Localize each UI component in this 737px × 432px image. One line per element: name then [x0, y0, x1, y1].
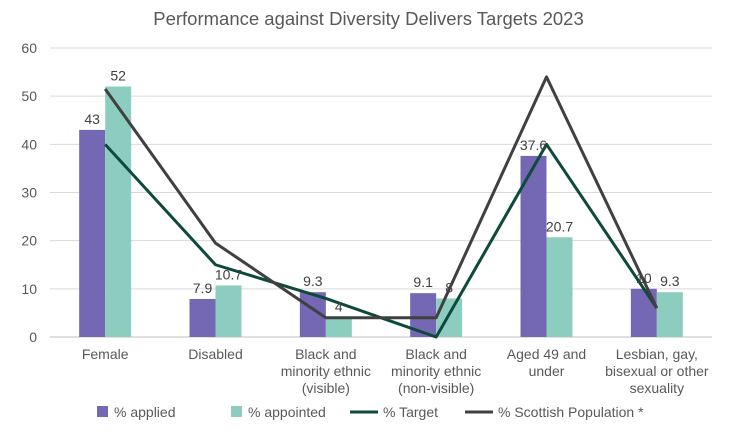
legend-label: % appointed — [248, 404, 326, 420]
x-axis-labels: Female Disabled Black and minority ethnic (v… — [82, 346, 709, 396]
bar-labels: 43 7.9 9.3 9.1 37.6 10 52 10.7 4 8 20.7 9.3 — [84, 68, 679, 315]
x-tick-label: Disabled — [188, 346, 242, 362]
bar — [656, 292, 683, 337]
bar — [215, 285, 242, 337]
legend-label: % applied — [114, 404, 176, 420]
y-tick-label: 10 — [21, 281, 37, 297]
y-tick-label: 40 — [21, 136, 37, 152]
x-tick-label: Female — [82, 346, 129, 362]
x-tick-label: Lesbian, gay, bisexual or other sexuality — [605, 346, 709, 396]
legend: % applied % appointed % Target % Scottish P… — [97, 404, 644, 420]
data-label: 9.3 — [660, 273, 680, 289]
x-tick-label: Aged 49 and under — [507, 346, 586, 379]
y-axis-ticks: 0 10 20 30 40 50 60 — [21, 40, 37, 345]
chart-title: Performance against Diversity Delivers T… — [153, 8, 584, 29]
data-label: 9.1 — [413, 274, 433, 290]
data-label: 4 — [335, 299, 343, 315]
bar — [105, 86, 132, 338]
series-line — [103, 75, 659, 320]
y-tick-label: 20 — [21, 233, 37, 249]
data-label: 52 — [110, 68, 126, 84]
data-label: 10.7 — [215, 266, 242, 282]
data-label: 20.7 — [546, 218, 573, 234]
bar — [546, 237, 573, 337]
lines — [103, 75, 659, 339]
bar — [520, 155, 547, 337]
legend-swatch — [97, 406, 108, 417]
x-tick-label: Black and minority ethnic (visible) — [281, 346, 371, 396]
data-label: 8 — [445, 279, 453, 295]
bars — [79, 86, 683, 338]
legend-label: % Scottish Population * — [498, 404, 644, 420]
legend-swatch — [231, 406, 242, 417]
y-tick-label: 50 — [21, 88, 37, 104]
bar — [79, 129, 106, 337]
data-label: 10 — [636, 270, 652, 286]
data-label: 7.9 — [193, 280, 213, 296]
legend-label: % Target — [383, 404, 438, 420]
y-tick-label: 60 — [21, 40, 37, 56]
y-tick-label: 0 — [29, 329, 37, 345]
x-tick-label: Black and minority ethnic (non-visible) — [391, 346, 481, 396]
data-label: 37.6 — [520, 137, 547, 153]
bar — [189, 298, 216, 337]
data-label: 9.3 — [303, 273, 323, 289]
data-label: 43 — [84, 111, 100, 127]
y-tick-label: 30 — [21, 185, 37, 201]
bar — [325, 317, 352, 337]
bar — [630, 288, 657, 337]
